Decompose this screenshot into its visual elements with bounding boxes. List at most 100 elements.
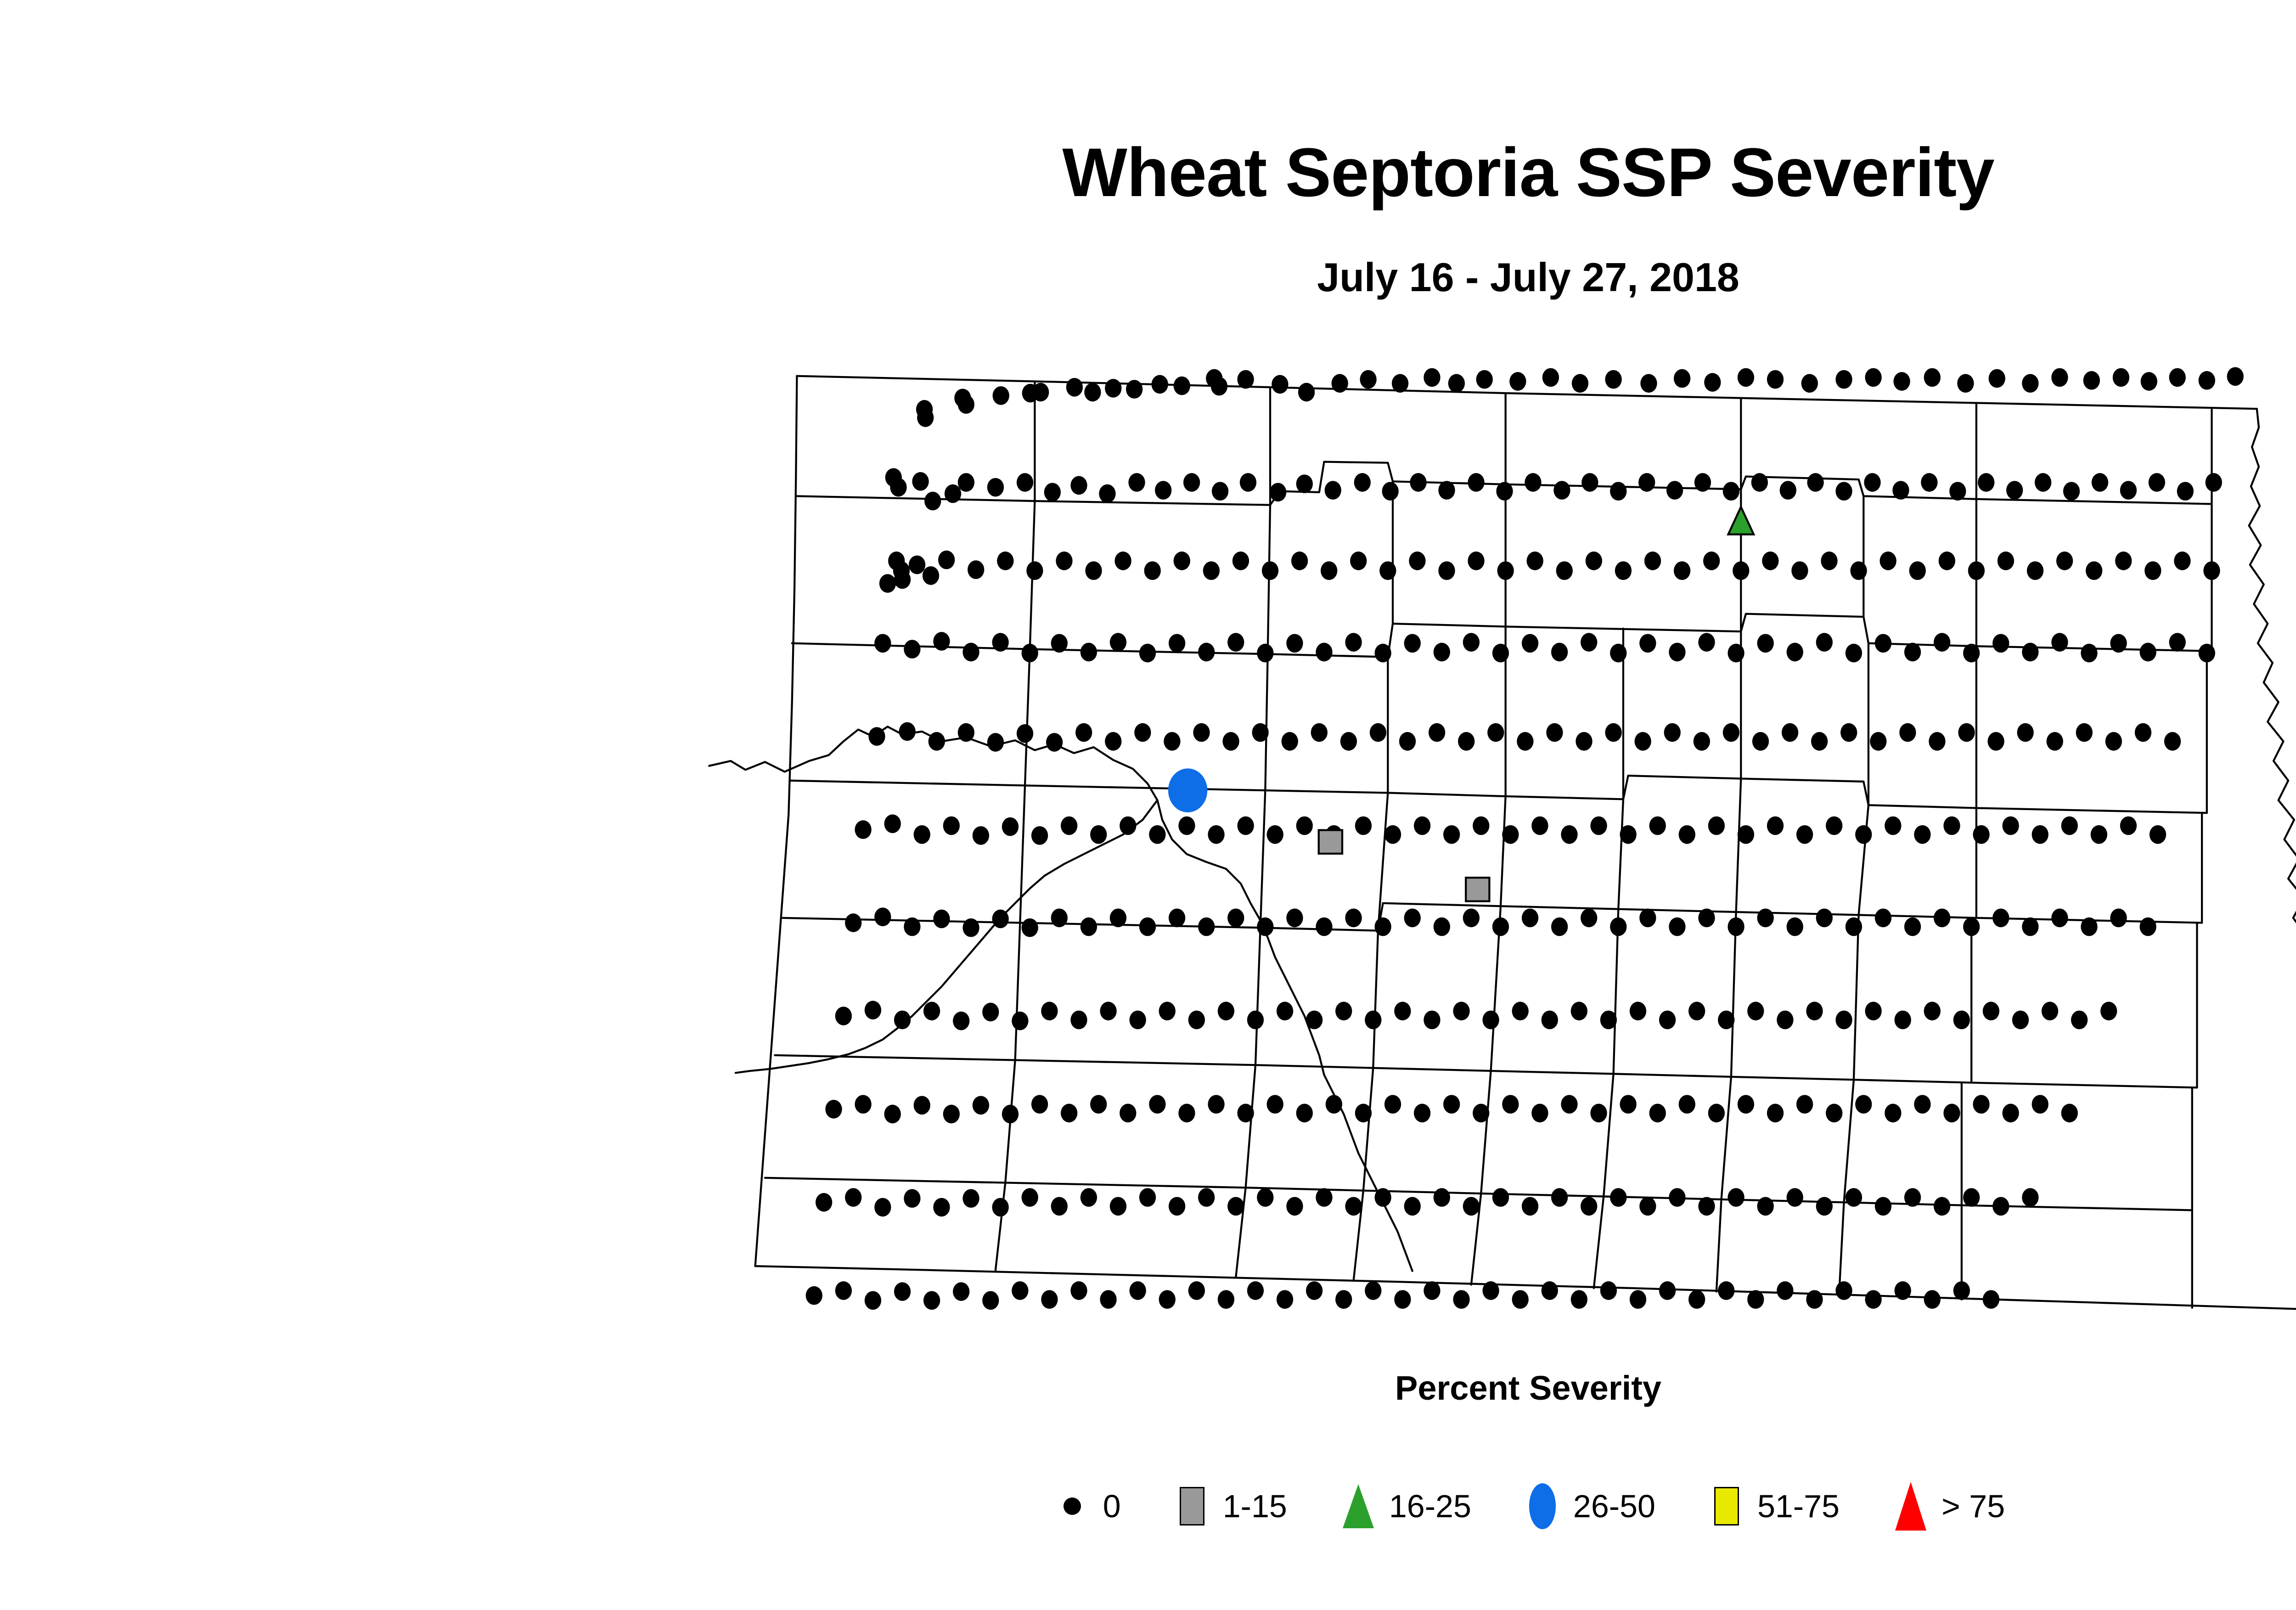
data-point-0 xyxy=(1777,1010,1794,1030)
data-point-0 xyxy=(2006,481,2023,500)
data-point-0 xyxy=(1433,642,1450,662)
data-point-0 xyxy=(1355,1103,1372,1123)
data-point-0 xyxy=(894,570,911,589)
data-point-0 xyxy=(1973,825,1990,844)
data-point-0 xyxy=(1482,1281,1499,1300)
data-point-0 xyxy=(1032,383,1049,402)
data-point-0 xyxy=(1155,481,1172,500)
data-point-0 xyxy=(1957,374,1974,393)
data-point-0 xyxy=(1531,1103,1548,1123)
data-point-0 xyxy=(1404,908,1421,928)
data-point-0 xyxy=(1698,633,1715,652)
data-point-0 xyxy=(2022,642,2039,662)
data-point-0 xyxy=(855,820,872,839)
legend-item-51-75[interactable]: 51-75 xyxy=(1706,1479,1840,1534)
legend-item-26-50[interactable]: 26-50 xyxy=(1522,1479,1655,1534)
data-point-0 xyxy=(1874,634,1892,653)
data-point-0 xyxy=(1553,481,1570,500)
data-point-0 xyxy=(1070,1010,1087,1030)
data-point-0 xyxy=(1570,1290,1587,1309)
data-point-0 xyxy=(1404,1197,1421,1216)
data-point-0 xyxy=(1354,473,1371,492)
data-point-0 xyxy=(1811,732,1828,751)
data-point-0 xyxy=(1502,825,1519,844)
legend-item-16-25[interactable]: 16-25 xyxy=(1338,1479,1471,1534)
data-point-0 xyxy=(2022,917,2039,936)
data-point-0 xyxy=(1257,917,1274,936)
data-point-0 xyxy=(1904,1188,1921,1207)
data-point-0 xyxy=(1227,633,1244,652)
data-point-0 xyxy=(1428,723,1446,742)
data-point-0 xyxy=(968,560,985,579)
data-point-0 xyxy=(1610,1188,1627,1207)
legend-item-0[interactable]: 0 xyxy=(1052,1479,1121,1534)
data-point-0 xyxy=(1296,1103,1313,1123)
map-background xyxy=(755,376,2296,1319)
data-point-0 xyxy=(1864,473,1881,492)
data-point-0 xyxy=(1360,370,1377,389)
data-point-0 xyxy=(2083,371,2100,390)
data-point-0 xyxy=(2198,371,2215,390)
data-point-0 xyxy=(1737,825,1755,844)
data-point-0 xyxy=(1521,634,1539,653)
data-point-0 xyxy=(908,555,926,574)
data-point-0 xyxy=(1664,723,1681,742)
data-point-0 xyxy=(2140,372,2157,391)
data-point-0 xyxy=(1600,1010,1617,1030)
legend-item-gt-75[interactable]: > 75 xyxy=(1890,1479,2005,1534)
data-point-0 xyxy=(1639,908,1656,928)
data-point-0 xyxy=(1751,473,1768,492)
data-point-0 xyxy=(1100,1002,1117,1021)
data-point-0 xyxy=(1374,643,1391,663)
data-point-0 xyxy=(938,550,955,569)
data-point-0 xyxy=(1892,481,1909,500)
data-point-0 xyxy=(1159,1002,1176,1021)
data-point-0 xyxy=(1041,1002,1058,1021)
circle-icon xyxy=(1522,1481,1563,1531)
data-point-0 xyxy=(1266,1095,1283,1114)
data-point-0 xyxy=(1722,482,1740,501)
data-point-0 xyxy=(1703,552,1720,570)
data-point-0 xyxy=(1164,732,1181,751)
data-point-0 xyxy=(1968,561,1985,580)
data-point-0 xyxy=(1521,1197,1539,1216)
data-point-0 xyxy=(2169,368,2186,387)
data-point-0 xyxy=(1144,561,1161,580)
data-point-0 xyxy=(2022,374,2039,393)
data-point-0 xyxy=(2169,633,2186,652)
data-point-0 xyxy=(2071,1010,2088,1030)
data-point-0 xyxy=(923,1002,940,1021)
data-point-0 xyxy=(1885,816,1902,835)
data-point-0 xyxy=(1286,634,1303,653)
data-point-0 xyxy=(1541,1281,1558,1300)
data-point-0 xyxy=(1193,723,1210,742)
data-point-0 xyxy=(868,727,885,746)
data-point-0 xyxy=(1492,643,1509,663)
data-point-0 xyxy=(1021,643,1038,663)
data-point-0 xyxy=(1855,1095,1872,1114)
data-point-0 xyxy=(923,1291,940,1310)
data-point-0 xyxy=(1870,732,1887,751)
legend-title: Percent Severity xyxy=(1395,1369,1661,1407)
data-point-0 xyxy=(1345,633,1362,652)
data-point-0 xyxy=(2091,473,2109,492)
data-point-0 xyxy=(1963,917,1980,936)
data-point-0 xyxy=(1080,917,1097,936)
data-point-0 xyxy=(957,395,975,414)
legend-item-1-15[interactable]: 1-15 xyxy=(1171,1479,1287,1534)
data-point-0 xyxy=(1850,561,1867,580)
data-point-0 xyxy=(1120,1103,1137,1123)
data-point-0 xyxy=(1949,482,1966,501)
data-point-0 xyxy=(1384,1095,1401,1114)
data-point-0 xyxy=(1227,1197,1244,1216)
data-point-0 xyxy=(1512,1002,1529,1021)
data-point-0 xyxy=(913,825,930,844)
data-point-0 xyxy=(1929,732,1946,751)
data-point-0 xyxy=(1413,1103,1431,1123)
data-point-0 xyxy=(1261,561,1279,580)
data-point-0 xyxy=(899,722,916,741)
data-point-0 xyxy=(1134,723,1151,742)
data-point-0 xyxy=(1232,552,1249,570)
data-point-0 xyxy=(1379,561,1396,580)
